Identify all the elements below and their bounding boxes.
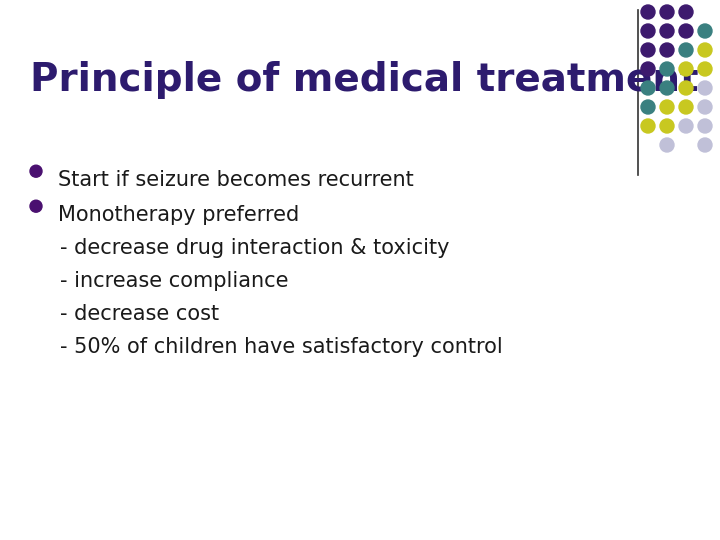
Circle shape — [698, 81, 712, 95]
Circle shape — [660, 119, 674, 133]
Circle shape — [660, 81, 674, 95]
Text: Monotherapy preferred: Monotherapy preferred — [58, 205, 300, 225]
Text: Start if seizure becomes recurrent: Start if seizure becomes recurrent — [58, 170, 414, 190]
Circle shape — [641, 5, 655, 19]
Circle shape — [641, 81, 655, 95]
Circle shape — [641, 43, 655, 57]
Circle shape — [679, 43, 693, 57]
Text: - decrease cost: - decrease cost — [60, 304, 219, 324]
Text: Principle of medical treatment: Principle of medical treatment — [30, 61, 698, 99]
Circle shape — [698, 119, 712, 133]
Text: - increase compliance: - increase compliance — [60, 271, 289, 291]
Circle shape — [698, 24, 712, 38]
Circle shape — [679, 119, 693, 133]
Circle shape — [679, 100, 693, 114]
Circle shape — [679, 24, 693, 38]
Circle shape — [698, 62, 712, 76]
Circle shape — [698, 100, 712, 114]
Circle shape — [660, 43, 674, 57]
Circle shape — [30, 200, 42, 212]
Circle shape — [698, 138, 712, 152]
Circle shape — [660, 138, 674, 152]
Circle shape — [641, 119, 655, 133]
Circle shape — [660, 5, 674, 19]
Circle shape — [660, 100, 674, 114]
Circle shape — [641, 24, 655, 38]
Text: - decrease drug interaction & toxicity: - decrease drug interaction & toxicity — [60, 238, 449, 258]
Circle shape — [641, 62, 655, 76]
Circle shape — [679, 81, 693, 95]
Circle shape — [660, 24, 674, 38]
Circle shape — [641, 100, 655, 114]
Text: - 50% of children have satisfactory control: - 50% of children have satisfactory cont… — [60, 337, 503, 357]
Circle shape — [679, 5, 693, 19]
Circle shape — [698, 43, 712, 57]
Circle shape — [30, 165, 42, 177]
Circle shape — [679, 62, 693, 76]
Circle shape — [660, 62, 674, 76]
